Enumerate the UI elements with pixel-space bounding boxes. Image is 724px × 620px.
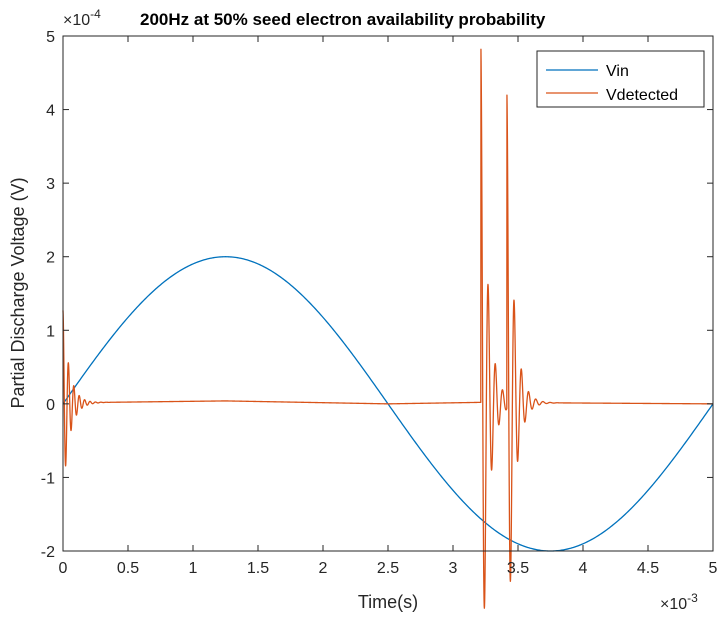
x-tick-label: 3 xyxy=(449,560,458,577)
y-tick-label: 4 xyxy=(46,103,55,120)
y-tick-label: 3 xyxy=(46,176,55,193)
x-tick-label: 1.5 xyxy=(247,560,269,577)
x-tick-label: 3.5 xyxy=(507,560,529,577)
x-exponent-multiplier: ×10-3 xyxy=(660,591,698,613)
legend-label-vdetected: Vdetected xyxy=(606,87,678,104)
y-tick-label: 0 xyxy=(46,397,55,414)
x-tick-label: 0.5 xyxy=(117,560,139,577)
x-tick-label: 4.5 xyxy=(637,560,659,577)
y-tick-label: 1 xyxy=(46,323,55,340)
x-axis-label: Time(s) xyxy=(358,592,418,612)
x-tick-label: 2.5 xyxy=(377,560,399,577)
y-tick-label: -2 xyxy=(41,544,55,561)
plot-background xyxy=(63,36,713,551)
chart-title: 200Hz at 50% seed electron availability … xyxy=(140,10,546,29)
series-line-vdetected xyxy=(62,48,714,609)
y-tick-label: 5 xyxy=(46,29,55,46)
legend-box xyxy=(536,50,705,108)
x-tick-label: 2 xyxy=(319,560,328,577)
x-tick-label: 5 xyxy=(709,560,718,577)
x-tick-label: 0 xyxy=(59,560,68,577)
x-tick-label: 4 xyxy=(579,560,588,577)
x-tick-label: 1 xyxy=(189,560,198,577)
legend-label-vin: Vin xyxy=(606,63,629,80)
y-tick-label: -1 xyxy=(41,470,55,487)
legend: Vin Vdetected xyxy=(536,50,705,108)
y-tick-label: 2 xyxy=(46,250,55,267)
y-exponent-multiplier: ×10-4 xyxy=(63,7,101,29)
series-layer xyxy=(62,48,714,609)
y-axis-label: Partial Discharge Voltage (V) xyxy=(8,177,28,408)
